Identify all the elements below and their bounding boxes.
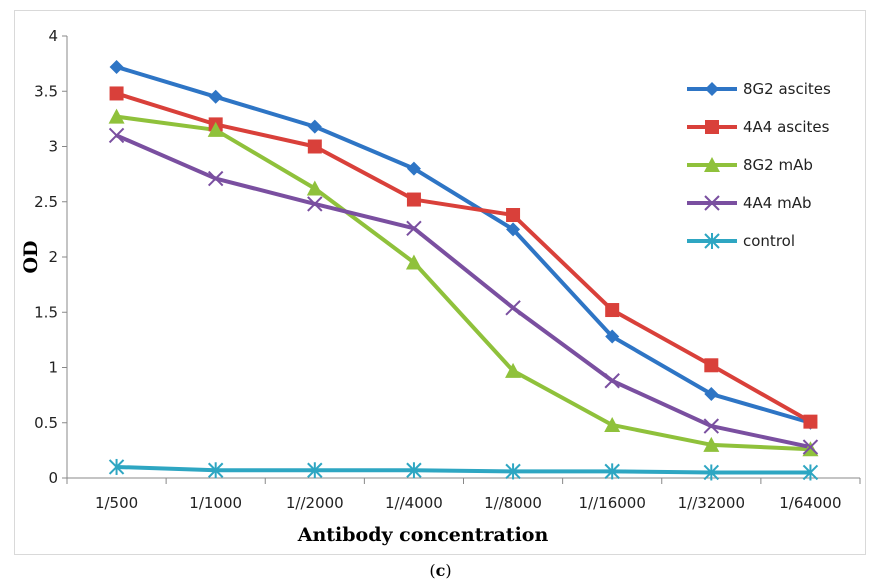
data-point-8g2-mab xyxy=(405,254,422,270)
data-point-4a4-ascites xyxy=(704,358,719,373)
legend-label: 4A4 ascites xyxy=(743,118,830,136)
legend-label: 4A4 mAb xyxy=(743,194,812,212)
series-line-control xyxy=(116,464,811,475)
legend-item-8g2-ascites: 8G2 ascites xyxy=(687,80,831,98)
y-tick-label: 4 xyxy=(48,27,58,45)
data-point-4a4-mab xyxy=(406,220,422,236)
caption-open: ( xyxy=(429,561,436,580)
caption-letter: c xyxy=(435,561,446,580)
data-point-4a4-ascites xyxy=(803,414,818,429)
axes xyxy=(62,35,861,484)
figure-caption: (c) xyxy=(0,561,881,580)
data-point-4a4-ascites xyxy=(109,86,124,101)
data-point-4a4-mab xyxy=(802,439,819,455)
data-point-8g2-ascites xyxy=(605,329,620,344)
y-tick-label: 3.5 xyxy=(34,82,58,100)
data-point-8g2-ascites xyxy=(506,222,521,237)
x-tick-label: 1//8000 xyxy=(484,494,542,512)
data-point-4a4-mab xyxy=(307,196,323,212)
data-point-8g2-mab xyxy=(108,108,125,124)
data-point-8g2-mab xyxy=(207,121,224,137)
data-point-control xyxy=(505,463,521,480)
y-tick-label: 0.5 xyxy=(34,414,58,432)
data-point-control xyxy=(703,464,720,481)
series-line-8g2-mab xyxy=(116,114,811,452)
x-tick-label: 1/1000 xyxy=(189,494,242,512)
x-tick-label: 1/64000 xyxy=(779,494,841,512)
data-point-4a4-ascites xyxy=(307,139,322,154)
y-tick-label: 3 xyxy=(48,138,58,156)
data-point-8g2-ascites xyxy=(406,161,421,176)
data-point-4a4-ascites xyxy=(506,208,521,223)
legend-item-control: control xyxy=(687,232,795,250)
series-line-4a4-mab xyxy=(115,133,811,450)
legend-swatch-marker xyxy=(705,82,719,96)
data-point-4a4-mab xyxy=(505,300,521,316)
data-point-8g2-ascites xyxy=(704,387,719,402)
data-point-4a4-ascites xyxy=(406,192,421,207)
data-point-8g2-mab xyxy=(802,441,819,457)
x-axis-title: Antibody concentration xyxy=(297,524,549,546)
data-point-control xyxy=(108,458,125,475)
series-line-4a4-ascites xyxy=(115,91,812,424)
x-tick-label: 1/500 xyxy=(95,494,138,512)
data-point-4a4-mab xyxy=(207,170,224,187)
data-point-control xyxy=(307,462,323,479)
data-point-control xyxy=(207,462,224,479)
x-tick-label: 1//4000 xyxy=(385,494,443,512)
series-line-8g2-ascites xyxy=(115,65,811,425)
data-point-8g2-mab xyxy=(505,362,522,378)
legend-label: 8G2 ascites xyxy=(743,80,831,98)
data-point-8g2-ascites xyxy=(208,89,223,104)
series-markers xyxy=(108,59,819,481)
y-axis-title: OD xyxy=(20,240,42,273)
x-tick-label: 1//32000 xyxy=(678,494,745,512)
data-point-8g2-mab xyxy=(604,416,621,432)
series-lines xyxy=(115,65,812,475)
data-point-control xyxy=(406,462,422,479)
y-tick-label: 2 xyxy=(48,248,58,266)
legend-label: control xyxy=(743,232,795,250)
data-point-4a4-mab xyxy=(108,127,125,144)
y-tick-label: 0 xyxy=(48,469,58,487)
legend-swatch-marker xyxy=(704,195,720,211)
line-chart: 0 0.5 1 1.5 2 2.5 3 3.5 4 1/500 1/1000 1//2000 1//4… xyxy=(20,27,861,546)
data-point-control xyxy=(802,464,819,481)
data-point-8g2-mab xyxy=(703,436,720,452)
data-point-4a4-ascites xyxy=(605,303,620,318)
y-tick-label: 1 xyxy=(48,359,58,377)
legend-item-4a4-ascites: 4A4 ascites xyxy=(687,118,830,136)
chart-frame: 0 0.5 1 1.5 2 2.5 3 3.5 4 1/500 1/1000 1//2000 1//4… xyxy=(14,10,866,555)
legend: 8G2 ascites 4A4 ascites 8G2 mAb 4A4 mAb cont… xyxy=(687,80,831,250)
legend-item-4a4-mab: 4A4 mAb xyxy=(687,194,812,212)
legend-swatch-marker xyxy=(704,233,720,249)
legend-label: 8G2 mAb xyxy=(743,156,813,174)
legend-swatch-marker xyxy=(704,157,720,172)
legend-item-8g2-mab: 8G2 mAb xyxy=(687,156,813,174)
data-point-8g2-ascites xyxy=(109,59,124,74)
x-tick-labels: 1/500 1/1000 1//2000 1//4000 1//8000 1//16000… xyxy=(95,494,842,512)
legend-swatch-marker xyxy=(705,120,719,134)
y-tick-label: 2.5 xyxy=(34,193,58,211)
x-tick-label: 1//16000 xyxy=(579,494,646,512)
data-point-4a4-mab xyxy=(703,418,720,434)
caption-close: ) xyxy=(445,561,452,580)
x-tick-label: 1//2000 xyxy=(286,494,344,512)
data-point-8g2-ascites xyxy=(307,119,322,134)
y-tick-labels: 0 0.5 1 1.5 2 2.5 3 3.5 4 xyxy=(34,27,58,487)
data-point-4a4-mab xyxy=(604,373,620,389)
y-tick-label: 1.5 xyxy=(34,303,58,321)
data-point-control xyxy=(604,463,620,480)
data-point-8g2-mab xyxy=(306,180,323,196)
